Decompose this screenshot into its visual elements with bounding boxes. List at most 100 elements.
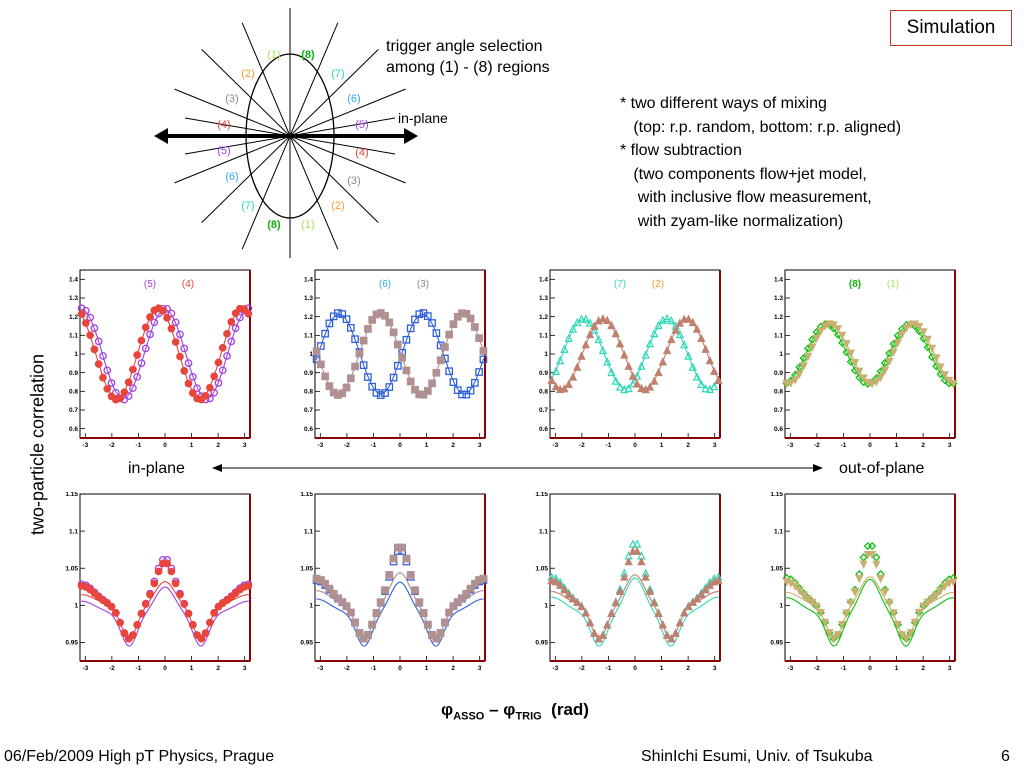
data-point — [872, 378, 881, 387]
x-tick-label: -1 — [841, 665, 847, 672]
data-point — [799, 362, 808, 371]
x-axis-label: φASSO – φTRIG (rad) — [380, 700, 650, 722]
data-point — [201, 629, 210, 637]
data-point — [317, 360, 325, 369]
legend-label: (8) — [849, 279, 861, 290]
data-point — [568, 372, 578, 381]
data-point — [910, 618, 920, 628]
data-point — [317, 342, 325, 350]
plot-frame — [79, 493, 251, 662]
y-tick-label: 1 — [544, 603, 548, 610]
data-point — [692, 324, 702, 333]
y-tick-label: 1.1 — [774, 528, 783, 535]
data-point — [389, 328, 398, 337]
data-point — [329, 589, 338, 598]
data-point — [812, 334, 821, 344]
y-tick-label: 0.6 — [539, 426, 548, 433]
data-point — [184, 359, 193, 367]
data-point — [808, 343, 817, 352]
data-point — [406, 377, 415, 386]
data-point — [381, 311, 389, 320]
y-tick-label: 1.1 — [539, 528, 548, 535]
data-point — [555, 580, 565, 589]
data-point — [688, 317, 697, 327]
plot-frame — [784, 493, 956, 662]
data-point — [154, 567, 163, 576]
data-point — [163, 559, 171, 568]
chart-top-1: -3 -2 -1 0 1 2 3 0.6 0.7 0.8 0.9 1 1.1 1.2 1.3 1.4 (5) (4… — [69, 269, 253, 449]
data-point — [923, 598, 932, 608]
data-point — [411, 385, 419, 394]
region-label: (1) — [301, 219, 314, 231]
data-point — [795, 370, 804, 379]
y-tick-label: 1.15 — [770, 492, 783, 498]
data-point — [547, 575, 556, 585]
data-point — [833, 631, 843, 640]
y-tick-label: 0.6 — [69, 426, 78, 433]
data-point — [150, 318, 159, 327]
data-point — [82, 319, 90, 327]
y-tick-label: 1.05 — [770, 565, 783, 572]
data-point — [441, 343, 449, 351]
data-point — [445, 608, 454, 617]
plot-frame — [784, 269, 956, 439]
selection-note-line-1: trigger angle selection — [386, 38, 543, 55]
data-point — [902, 634, 911, 644]
data-point — [389, 554, 398, 563]
y-tick-label: 0.9 — [774, 370, 783, 377]
data-point — [667, 315, 676, 325]
data-point — [598, 630, 608, 639]
data-point — [372, 609, 381, 617]
y-tick-label: 0.9 — [69, 370, 78, 377]
x-tick-label: 3 — [478, 665, 482, 672]
data-point — [915, 608, 924, 618]
data-point — [176, 330, 184, 339]
y-tick-label: 1.3 — [69, 295, 78, 302]
data-point — [479, 355, 488, 364]
data-point — [351, 335, 359, 344]
data-point — [650, 328, 659, 338]
data-point — [167, 324, 176, 333]
data-point — [820, 618, 830, 628]
data-point — [872, 553, 881, 562]
data-point — [684, 601, 693, 611]
data-point — [129, 384, 137, 393]
x-tick-label: -2 — [109, 442, 115, 449]
region-lines — [174, 8, 406, 258]
x-tick-label: 2 — [921, 442, 925, 449]
y-tick-label: 1.05 — [535, 565, 548, 572]
fit-line — [81, 586, 249, 647]
data-point — [581, 340, 590, 349]
data-point — [624, 383, 633, 393]
data-point — [838, 620, 847, 630]
chart-top-4: -3 -2 -1 0 1 2 3 0.6 0.7 0.8 0.9 1 1.1 1.2 1.3 1.4 (8) (1… — [774, 269, 958, 449]
data-point — [705, 355, 715, 365]
x-tick-label: -3 — [82, 665, 88, 672]
data-point — [338, 389, 347, 398]
region-label: (4) — [355, 147, 368, 159]
data-point — [342, 383, 351, 392]
data-point — [701, 384, 710, 393]
x-label-minus: – — [484, 700, 504, 719]
data-point — [637, 556, 646, 566]
y-tick-label: 1.4 — [774, 277, 783, 284]
data-point — [411, 315, 419, 324]
chart-bottom-2: -3 -2 -1 0 1 2 3 0.95 1 1.05 1.1 1.15 — [300, 492, 488, 672]
legend-label: (2) — [652, 279, 664, 290]
data-point — [568, 324, 578, 333]
data-point — [180, 600, 189, 608]
y-tick-label: 0.95 — [300, 640, 313, 647]
data-point — [479, 574, 488, 583]
region-label: (8) — [267, 219, 281, 231]
middle-out-of-plane-label: out-of-plane — [839, 460, 925, 477]
data-point — [564, 379, 573, 389]
y-tick-label: 1 — [74, 603, 78, 610]
data-point — [475, 368, 483, 376]
y-tick-label: 0.95 — [770, 640, 783, 647]
data-point — [867, 550, 877, 560]
series-(4) — [77, 304, 253, 404]
data-point — [872, 560, 881, 569]
data-point — [368, 316, 377, 324]
legend-label: (1) — [887, 279, 899, 290]
region-labels: (1) (8) (2) (7) (3) (6) (4) (5) (5) (4) (6) (3) (7) (… — [217, 49, 368, 231]
